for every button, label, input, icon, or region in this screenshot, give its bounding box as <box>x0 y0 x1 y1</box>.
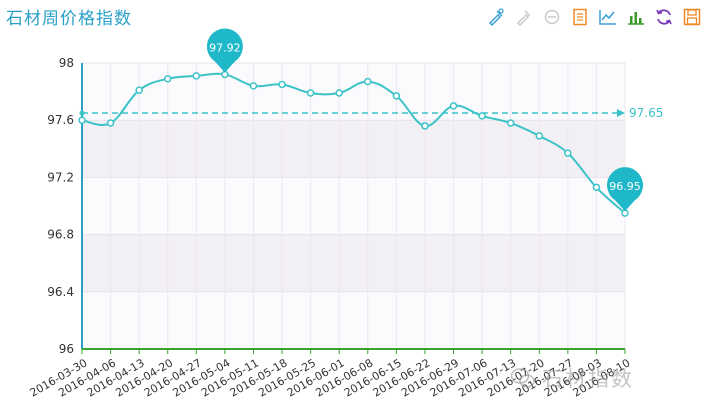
watermark-text: 石材指数 <box>542 367 634 391</box>
line-chart-icon[interactable] <box>597 6 619 28</box>
wechat-icon <box>510 368 535 388</box>
data-point <box>535 132 544 140</box>
average-label: 97.65 <box>629 106 663 120</box>
zoom-reset-icon[interactable] <box>513 6 535 28</box>
watermark: 石材指数 <box>510 363 634 393</box>
data-point <box>106 119 115 127</box>
data-point <box>478 112 486 120</box>
data-point <box>335 89 343 97</box>
data-point <box>421 122 429 130</box>
data-point <box>506 119 515 127</box>
data-view-icon[interactable] <box>569 6 591 28</box>
restore-icon[interactable] <box>653 6 675 28</box>
max-marker-label: 97.92 <box>209 41 241 54</box>
average-arrow <box>617 109 625 118</box>
grid-band <box>82 120 625 178</box>
data-point <box>306 89 315 97</box>
max-marker: 97.92 <box>206 28 243 73</box>
min-marker: 96.95 <box>606 167 643 212</box>
y-tick-label: 97.6 <box>47 113 74 127</box>
save-image-icon[interactable] <box>681 6 703 28</box>
data-point <box>192 72 201 80</box>
data-point <box>163 74 172 83</box>
max-marker-shape <box>206 28 243 73</box>
y-tick-label: 98 <box>59 56 74 70</box>
data-zoom-icon[interactable] <box>485 6 507 28</box>
min-marker-label: 96.95 <box>609 180 641 193</box>
y-tick-label: 96.8 <box>47 228 74 242</box>
data-point <box>392 92 401 100</box>
data-point <box>278 80 286 89</box>
data-point <box>364 77 372 86</box>
chart-title: 石材周价格指数 <box>6 9 132 29</box>
chart-toolbar <box>485 6 703 28</box>
y-tick-label: 96 <box>59 342 74 356</box>
y-tick-label: 97.2 <box>47 170 74 184</box>
data-point <box>78 116 86 124</box>
bar-chart-icon[interactable] <box>625 6 647 28</box>
average-start-dot <box>79 110 85 116</box>
plot-area <box>82 63 625 349</box>
min-marker-shape <box>606 167 643 212</box>
data-point <box>592 183 601 192</box>
data-point <box>135 86 143 94</box>
data-point <box>449 102 458 110</box>
y-tick-label: 96.4 <box>47 285 74 299</box>
refresh-icon[interactable] <box>541 6 563 28</box>
grid-band <box>82 234 625 292</box>
data-point <box>564 149 572 157</box>
data-point <box>249 82 258 90</box>
